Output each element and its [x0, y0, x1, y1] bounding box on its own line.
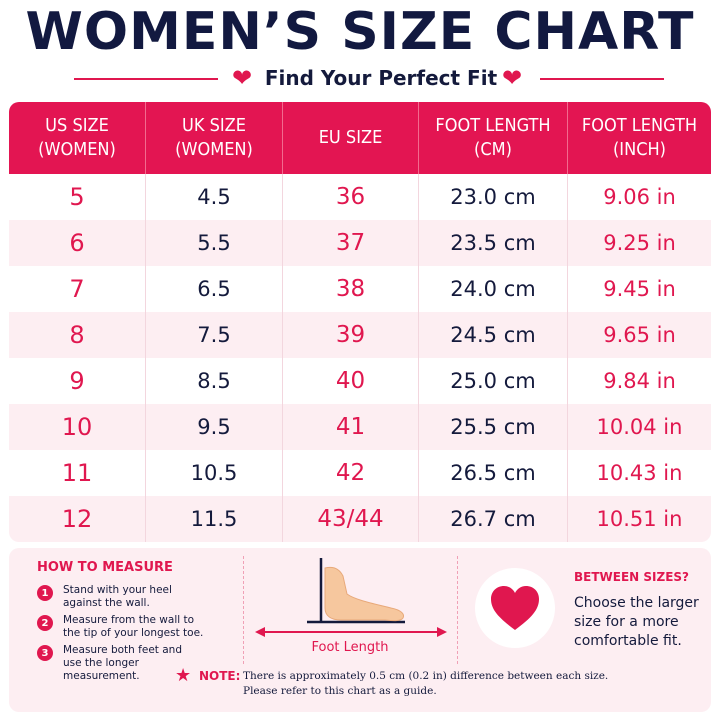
foot-length-inch-cell: 9.25 in	[603, 231, 676, 255]
note-label: NOTE:	[199, 669, 241, 683]
table-row: 9 8.5 40 25.0 cm 9.84 in	[9, 358, 711, 404]
table-row: 5 4.5 36 23.0 cm 9.06 in	[9, 174, 711, 220]
heart-icon: ❤	[232, 64, 253, 92]
eu-size-cell: 42	[283, 450, 419, 496]
uk-size-cell: 9.5	[146, 404, 283, 450]
column-header-foot-length-inch: FOOT LENGTH (INCH)	[581, 115, 698, 160]
us-size-cell: 10	[9, 404, 146, 450]
between-sizes-title: BETWEEN SIZES?	[574, 570, 689, 584]
size-table: US SIZE (WOMEN) UK SIZE (WOMEN) EU SIZE …	[9, 102, 711, 542]
heart-icon: ❤	[502, 64, 523, 92]
table-row: 12 11.5 43/44 26.7 cm 10.51 in	[9, 496, 711, 542]
us-size-cell: 8	[9, 312, 146, 358]
info-panel: HOW TO MEASURE 1 Stand with your heel ag…	[9, 548, 711, 712]
uk-size-cell: 7.5	[146, 312, 283, 358]
column-header-uk-size: UK SIZE (WOMEN)	[146, 102, 283, 174]
us-size-cell: 9	[9, 358, 146, 404]
heart-icon	[491, 586, 539, 630]
us-size-cell: 12	[9, 496, 146, 542]
column-header-foot-length-cm: FOOT LENGTH (CM)	[419, 102, 568, 174]
foot-length-inch-cell: 9.65 in	[603, 323, 676, 347]
heart-badge	[475, 568, 555, 648]
table-header: US SIZE (WOMEN) UK SIZE (WOMEN) EU SIZE …	[9, 102, 711, 174]
step-number: 2	[37, 615, 53, 631]
us-size-cell: 11	[9, 450, 146, 496]
uk-size-cell: 6.5	[146, 266, 283, 312]
uk-size-cell: 11.5	[146, 496, 283, 542]
subtitle: Find Your Perfect Fit	[264, 66, 498, 90]
star-icon: ★	[175, 665, 192, 686]
foot-length-cm-cell: 25.0 cm	[419, 358, 568, 404]
us-size-cell: 5	[9, 174, 146, 220]
step-text: Stand with your heel against the wall.	[63, 584, 172, 609]
measure-step: 2 Measure from the wall to the tip of yo…	[37, 614, 223, 640]
step-text: Measure both feet and use the longer mea…	[63, 644, 182, 682]
foot-length-cm-cell: 24.0 cm	[419, 266, 568, 312]
divider-right	[540, 78, 664, 80]
uk-size-cell: 5.5	[146, 220, 283, 266]
eu-size-cell: 41	[283, 404, 419, 450]
eu-size-cell: 36	[283, 174, 419, 220]
step-number: 1	[37, 585, 53, 601]
dashed-divider	[457, 556, 458, 664]
page-title: WOMEN’S SIZE CHART	[25, 2, 695, 62]
foot-length-inch-cell: 10.51 in	[596, 507, 683, 531]
eu-size-cell: 39	[283, 312, 419, 358]
foot-length-cm-cell: 24.5 cm	[419, 312, 568, 358]
foot-length-cm-cell: 26.5 cm	[419, 450, 568, 496]
dashed-divider	[243, 556, 244, 664]
step-text: Measure from the wall to the tip of your…	[63, 614, 204, 639]
column-header-eu-size: EU SIZE	[283, 102, 419, 174]
us-size-cell: 6	[9, 220, 146, 266]
measure-step: 3 Measure both feet and use the longer m…	[37, 644, 223, 683]
divider-left	[74, 78, 218, 80]
between-sizes-text: Choose the larger size for a more comfor…	[574, 595, 699, 649]
foot-length-inch-cell: 10.04 in	[596, 415, 683, 439]
how-to-measure-title: HOW TO MEASURE	[37, 560, 173, 575]
foot-length-cm-cell: 23.5 cm	[419, 220, 568, 266]
foot-length-cm-cell: 26.7 cm	[419, 496, 568, 542]
eu-size-cell: 38	[283, 266, 419, 312]
table-row: 6 5.5 37 23.5 cm 9.25 in	[9, 220, 711, 266]
foot-length-inch-cell: 9.84 in	[603, 369, 676, 393]
step-number: 3	[37, 645, 53, 661]
foot-length-cm-cell: 25.5 cm	[419, 404, 568, 450]
table-row: 11 10.5 42 26.5 cm 10.43 in	[9, 450, 711, 496]
eu-size-cell: 43/44	[283, 496, 419, 542]
uk-size-cell: 8.5	[146, 358, 283, 404]
table-row: 8 7.5 39 24.5 cm 9.65 in	[9, 312, 711, 358]
note-text: There is approximately 0.5 cm (0.2 in) d…	[243, 670, 609, 697]
column-header-us-size: US SIZE (WOMEN)	[9, 102, 146, 174]
foot-length-cm-cell: 23.0 cm	[419, 174, 568, 220]
uk-size-cell: 10.5	[146, 450, 283, 496]
foot-length-inch-cell: 9.06 in	[603, 185, 676, 209]
subtitle-row: ❤ Find Your Perfect Fit ❤	[0, 60, 720, 96]
table-row: 7 6.5 38 24.0 cm 9.45 in	[9, 266, 711, 312]
table-row: 10 9.5 41 25.5 cm 10.04 in	[9, 404, 711, 450]
foot-length-label: Foot Length	[311, 640, 389, 655]
foot-length-inch-cell: 10.43 in	[596, 461, 683, 485]
eu-size-cell: 37	[283, 220, 419, 266]
foot-icon	[255, 558, 447, 637]
measure-step: 1 Stand with your heel against the wall.	[37, 584, 223, 610]
uk-size-cell: 4.5	[146, 174, 283, 220]
eu-size-cell: 40	[283, 358, 419, 404]
us-size-cell: 7	[9, 266, 146, 312]
foot-length-inch-cell: 9.45 in	[603, 277, 676, 301]
